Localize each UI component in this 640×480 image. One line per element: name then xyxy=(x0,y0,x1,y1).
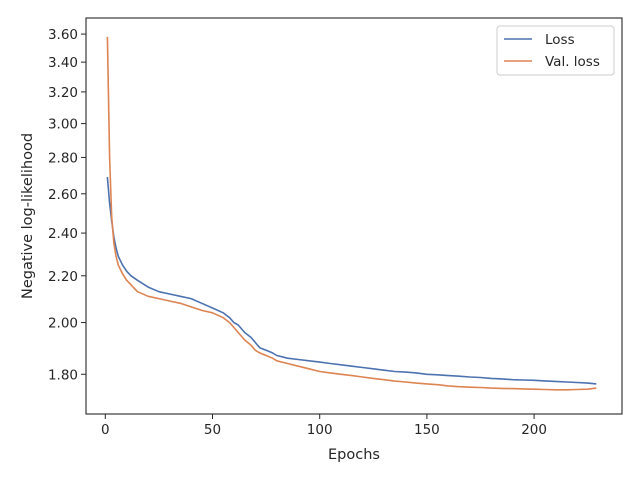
legend-label-loss: Loss xyxy=(545,32,575,48)
y-tick-label: 3.40 xyxy=(48,55,78,71)
legend-label-val-loss: Val. loss xyxy=(545,54,600,70)
x-tick-label: 50 xyxy=(204,422,221,438)
plot-area xyxy=(85,17,623,415)
x-axis-title: Epochs xyxy=(328,447,380,463)
x-tick-label: 100 xyxy=(307,422,333,438)
x-tick-label: 0 xyxy=(101,422,110,438)
series-lines xyxy=(106,36,597,391)
y-tick-label: 3.00 xyxy=(48,117,78,133)
y-tick-label: 3.60 xyxy=(48,27,78,43)
x-tick-label: 150 xyxy=(414,422,440,438)
series-line-val-loss xyxy=(106,36,597,391)
series-line-loss xyxy=(106,177,597,385)
y-tick-label: 1.80 xyxy=(48,367,78,383)
y-axis-title: Negative log-likelihood xyxy=(20,133,36,299)
y-tick-label: 3.20 xyxy=(48,85,78,101)
x-axis-ticks: 0 50 100 150 200 xyxy=(101,414,547,438)
legend: Loss Val. loss xyxy=(496,25,615,76)
y-tick-label: 2.00 xyxy=(48,316,78,332)
x-tick-label: 200 xyxy=(521,422,547,438)
y-tick-label: 2.40 xyxy=(48,226,78,242)
y-tick-label: 2.80 xyxy=(48,150,78,166)
y-tick-label: 2.20 xyxy=(48,269,78,285)
y-tick-label: 2.60 xyxy=(48,187,78,203)
y-axis-ticks: 1.80 2.00 2.20 2.40 2.60 2.80 3.00 3.20 3.40 3.60 xyxy=(48,27,86,383)
